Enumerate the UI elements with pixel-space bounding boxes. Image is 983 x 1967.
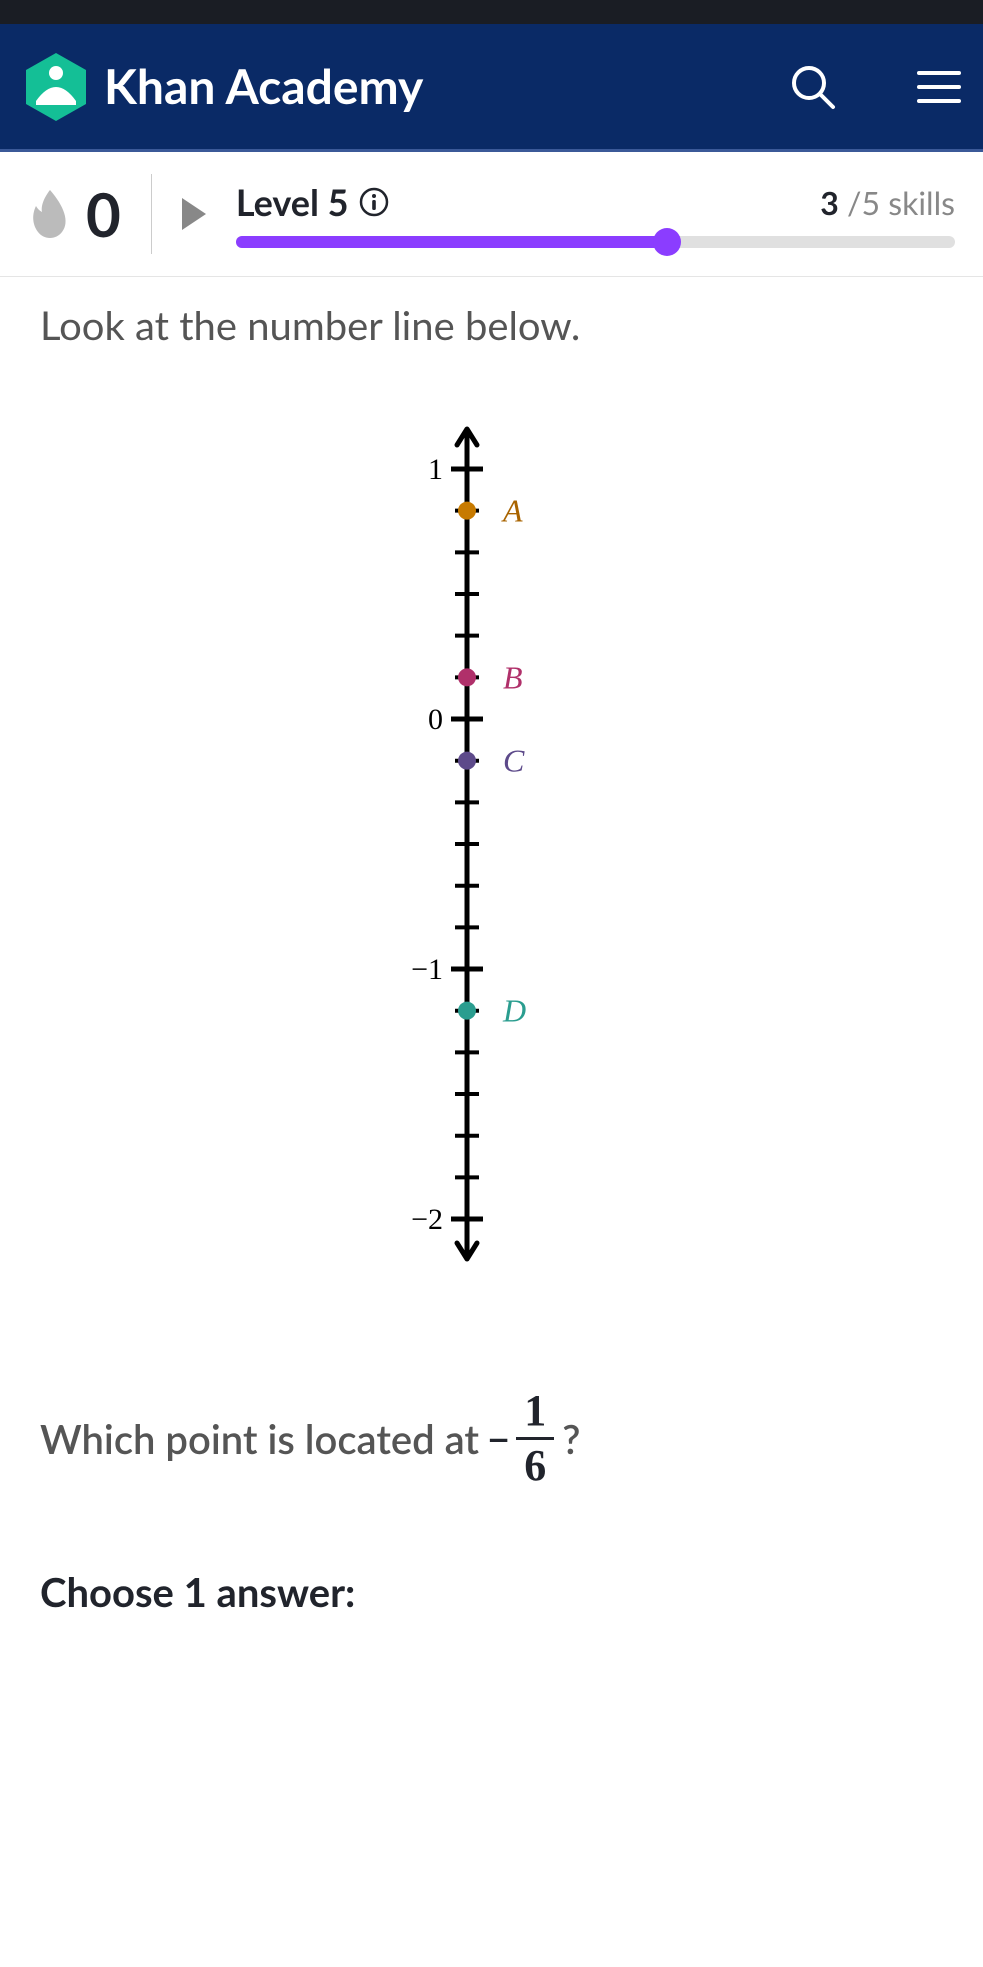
level-label-wrap[interactable]: Level 5	[236, 180, 389, 224]
svg-text:D: D	[502, 993, 526, 1029]
progress-knob[interactable]	[653, 228, 681, 256]
brand-logo-icon	[20, 51, 92, 123]
choose-label: Choose 1 answer:	[40, 1568, 943, 1616]
level-text: Level 5	[236, 180, 349, 224]
question-prefix: Which point is located at	[40, 1415, 479, 1463]
hamburger-icon	[915, 67, 963, 107]
progress-fill	[236, 236, 668, 248]
search-button[interactable]	[787, 61, 839, 113]
svg-text:0: 0	[428, 703, 443, 736]
question-fraction: − 1 6	[487, 1389, 554, 1488]
exercise-content: Look at the number line below. 1 0 −1 −2 A B C…	[0, 277, 983, 1640]
progress-bar-row: 0 Level 5 3 /5 skills	[0, 152, 983, 277]
brand-logo-wrap[interactable]: Khan Academy	[20, 51, 423, 123]
number-line-figure: 1 0 −1 −2 A B C D	[40, 409, 943, 1279]
brand-name: Khan Academy	[104, 58, 423, 115]
svg-text:B: B	[503, 659, 523, 695]
svg-text:−2: −2	[411, 1203, 443, 1236]
question-text: Which point is located at − 1 6 ?	[40, 1389, 943, 1488]
device-status-bar	[0, 0, 983, 24]
search-icon	[787, 61, 839, 113]
instruction-text: Look at the number line below.	[40, 301, 943, 349]
streak-wrap[interactable]: 0	[28, 178, 121, 250]
app-header: Khan Academy	[0, 24, 983, 152]
svg-text:−1: −1	[411, 953, 443, 986]
svg-text:1: 1	[428, 453, 443, 486]
flame-icon	[28, 188, 72, 240]
svg-text:A: A	[501, 493, 523, 529]
menu-button[interactable]	[915, 67, 963, 107]
divider	[151, 174, 152, 254]
streak-count: 0	[86, 178, 121, 250]
level-progress-bar[interactable]	[236, 236, 955, 248]
play-button[interactable]	[182, 198, 206, 230]
skills-counter: 3 /5 skills	[820, 183, 955, 222]
svg-text:C: C	[503, 743, 525, 779]
info-icon	[359, 187, 389, 217]
